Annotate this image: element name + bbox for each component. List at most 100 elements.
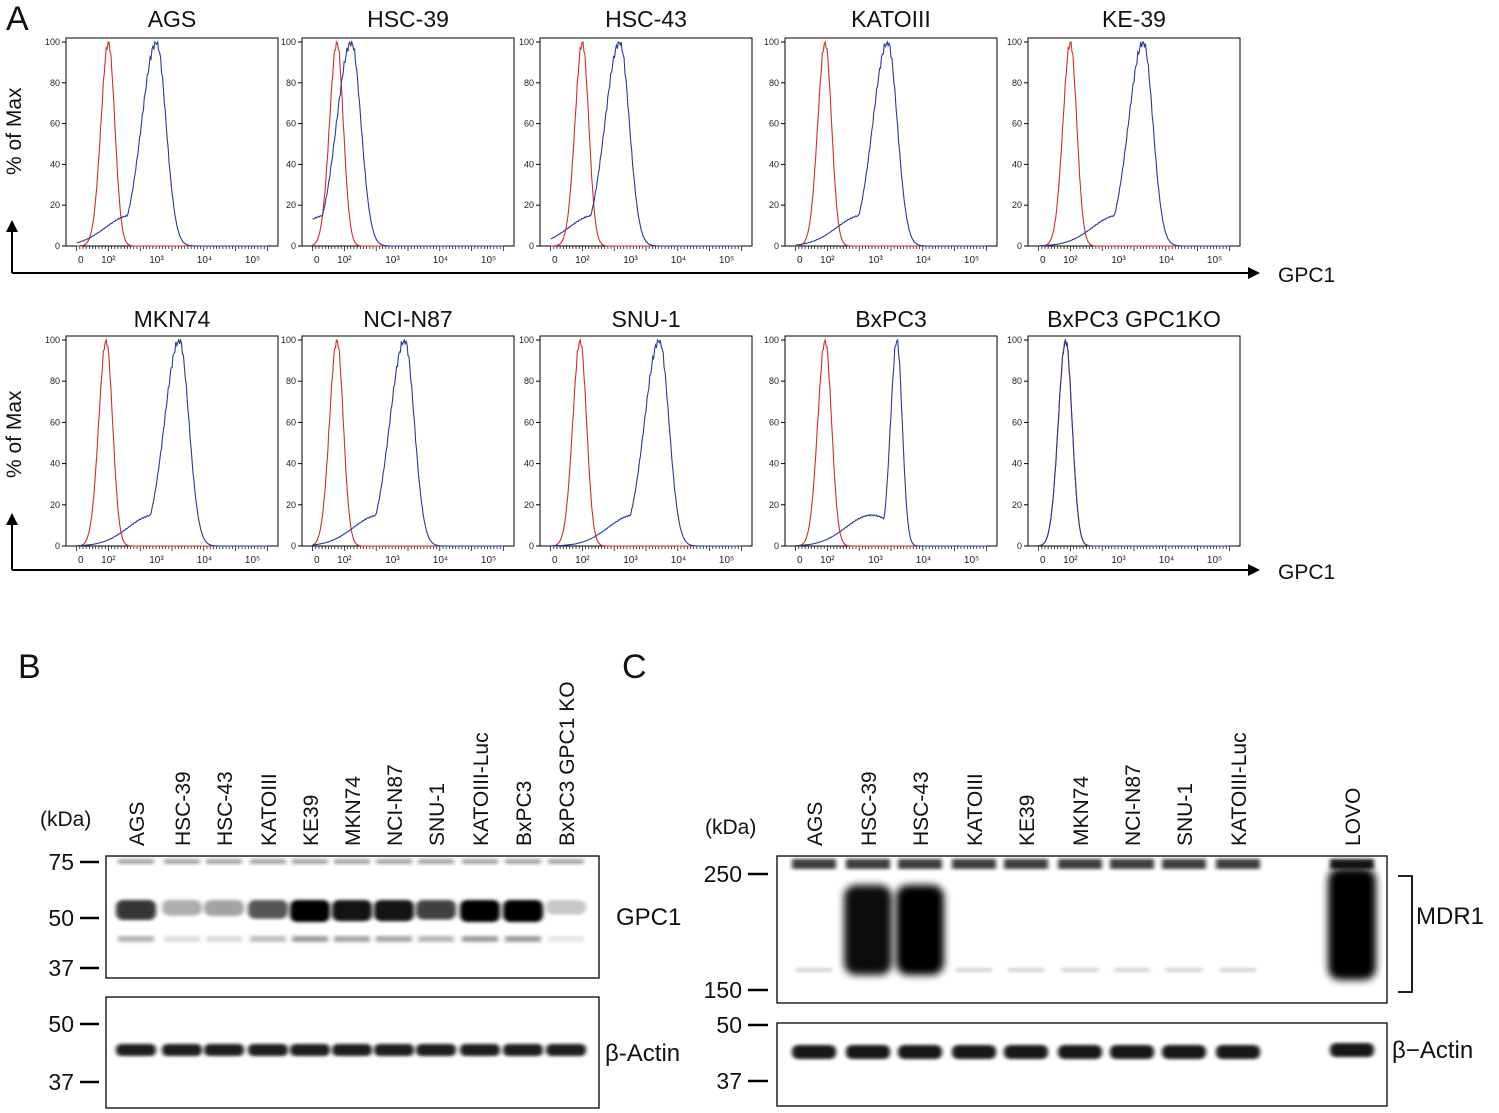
histogram-title: SNU-1: [611, 306, 680, 332]
mw-marker-b: 37: [48, 955, 74, 981]
y-tick-label: 60: [769, 417, 779, 427]
actin-band-c: [1330, 1043, 1374, 1057]
gpc1-band: [460, 900, 500, 922]
x-tick-label: 10⁵: [719, 255, 734, 266]
background-band: [505, 859, 541, 864]
histogram-frame: [65, 37, 279, 247]
y-tick-label: 100: [764, 37, 779, 47]
lower-band: [376, 936, 412, 942]
y-tick-label: 40: [769, 159, 779, 169]
mw-marker-c: 250: [704, 861, 742, 887]
gpc1-band: [374, 900, 414, 922]
y-tick-label: 60: [286, 119, 296, 129]
actin-band-b: [162, 1044, 202, 1056]
gpc1-band: [116, 900, 156, 920]
actin-band-c: [898, 1045, 942, 1059]
x-tick-label: 0: [314, 555, 320, 566]
y-tick-label: 80: [1012, 78, 1022, 88]
y-tick-label: 80: [524, 376, 534, 386]
lane-label-b: KATOIII: [258, 773, 281, 846]
x-tick-label: 10²: [1063, 255, 1078, 266]
histogram-frame: [784, 335, 998, 547]
x-tick-label: 10⁴: [671, 255, 686, 266]
y-tick-label: 20: [524, 500, 534, 510]
lane-label-c: NCI-N87: [1122, 764, 1145, 846]
lower-band: [505, 936, 541, 942]
histogram-frame: [1027, 37, 1241, 247]
lower-band: [292, 936, 328, 942]
y-axis-label-row2: % of Max: [3, 390, 26, 478]
y-tick-label: 60: [1012, 119, 1022, 129]
actin-band-c: [1110, 1045, 1154, 1059]
histogram-frame: [539, 335, 753, 547]
x-tick-label: 10²: [337, 555, 352, 566]
x-tick-label: 0: [797, 555, 803, 566]
histogram-2: HSC-39 0 20 40 60 80 100 0 10² 10³ 10⁴ 10⁵: [281, 6, 515, 266]
gpc1-band: [248, 900, 288, 919]
y-tick-label: 80: [50, 376, 60, 386]
y-tick-label: 60: [524, 417, 534, 427]
lane-label-b: AGS: [126, 802, 149, 846]
lane-label-b: BxPC3 GPC1 KO: [556, 681, 579, 846]
y-tick-label: 40: [524, 459, 534, 469]
y-tick-label: 100: [1007, 335, 1022, 345]
x-tick-label: 0: [552, 255, 558, 266]
row2-axes: [5, 513, 1260, 576]
actin-band-c: [952, 1045, 996, 1059]
lower-band: [164, 936, 200, 942]
y-tick-label: 100: [281, 335, 296, 345]
x-tick-label: 10²: [820, 555, 835, 566]
actin-blot-c-frame: [776, 1022, 1388, 1107]
histogram-panels: AGS 0 20 40 60 80 100 0 10² 10³ 10⁴ 10⁵ HSC-39 0 20 40 6…: [45, 6, 1241, 566]
x-tick-label: 0: [78, 555, 84, 566]
histogram-title: NCI-N87: [363, 306, 452, 332]
lane-label-c: AGS: [804, 802, 827, 846]
actin-band-c: [1058, 1045, 1102, 1059]
background-band: [206, 859, 242, 864]
lower-band: [548, 936, 584, 942]
faint-band-c: [1220, 968, 1256, 972]
y-tick-label: 60: [524, 119, 534, 129]
y-axis-label-row1: % of Max: [3, 87, 26, 175]
x-tick-label: 10²: [820, 255, 835, 266]
y-tick-label: 80: [524, 78, 534, 88]
histogram-8: SNU-1 0 20 40 60 80 100 0 10² 10³ 10⁴ 10⁵: [519, 306, 753, 566]
top-band-c: [1162, 859, 1206, 869]
lane-label-c: LOVO: [1342, 788, 1365, 846]
y-tick-label: 80: [286, 376, 296, 386]
actin-band-b: [116, 1044, 156, 1056]
mw-marker-b: 50: [48, 1011, 74, 1037]
x-tick-label: 10³: [385, 555, 400, 566]
x-tick-label: 10²: [101, 555, 116, 566]
gpc1-stain-curve: [795, 40, 987, 247]
histogram-9: BxPC3 0 20 40 60 80 100 0 10² 10³ 10⁴ 10⁵: [764, 306, 998, 566]
actin-band-b: [460, 1044, 500, 1056]
y-tick-label: 0: [1017, 541, 1022, 551]
gpc1-stain-curve: [76, 39, 268, 247]
y-tick-label: 0: [55, 241, 60, 251]
actin-band-b: [204, 1044, 244, 1056]
y-tick-label: 40: [1012, 159, 1022, 169]
lane-label-c: KATOIII-Luc: [1228, 732, 1251, 846]
y-tick-label: 40: [50, 159, 60, 169]
histogram-frame: [1027, 335, 1241, 547]
x-tick-label: 0: [1040, 555, 1046, 566]
x-tick-label: 10⁵: [964, 555, 979, 566]
mw-marker-c: 50: [716, 1012, 742, 1038]
histogram-frame: [784, 37, 998, 247]
x-tick-label: 10³: [868, 555, 883, 566]
actin-band-label-c: β−Actin: [1392, 1037, 1473, 1064]
y-tick-label: 60: [50, 119, 60, 129]
top-band-c: [846, 859, 890, 869]
x-tick-label: 10⁴: [916, 555, 931, 566]
x-axis-label-row1: GPC1: [1278, 264, 1335, 287]
lower-band: [118, 936, 154, 942]
lane-label-c: KATOIII: [964, 773, 987, 846]
histogram-title: HSC-43: [605, 6, 687, 32]
y-tick-label: 60: [50, 417, 60, 427]
y-tick-label: 0: [55, 541, 60, 551]
lane-label-c: HSC-39: [858, 771, 881, 846]
y-tick-label: 60: [286, 417, 296, 427]
x-tick-label: 10³: [149, 555, 164, 566]
lane-label-c: MKN74: [1070, 776, 1093, 846]
